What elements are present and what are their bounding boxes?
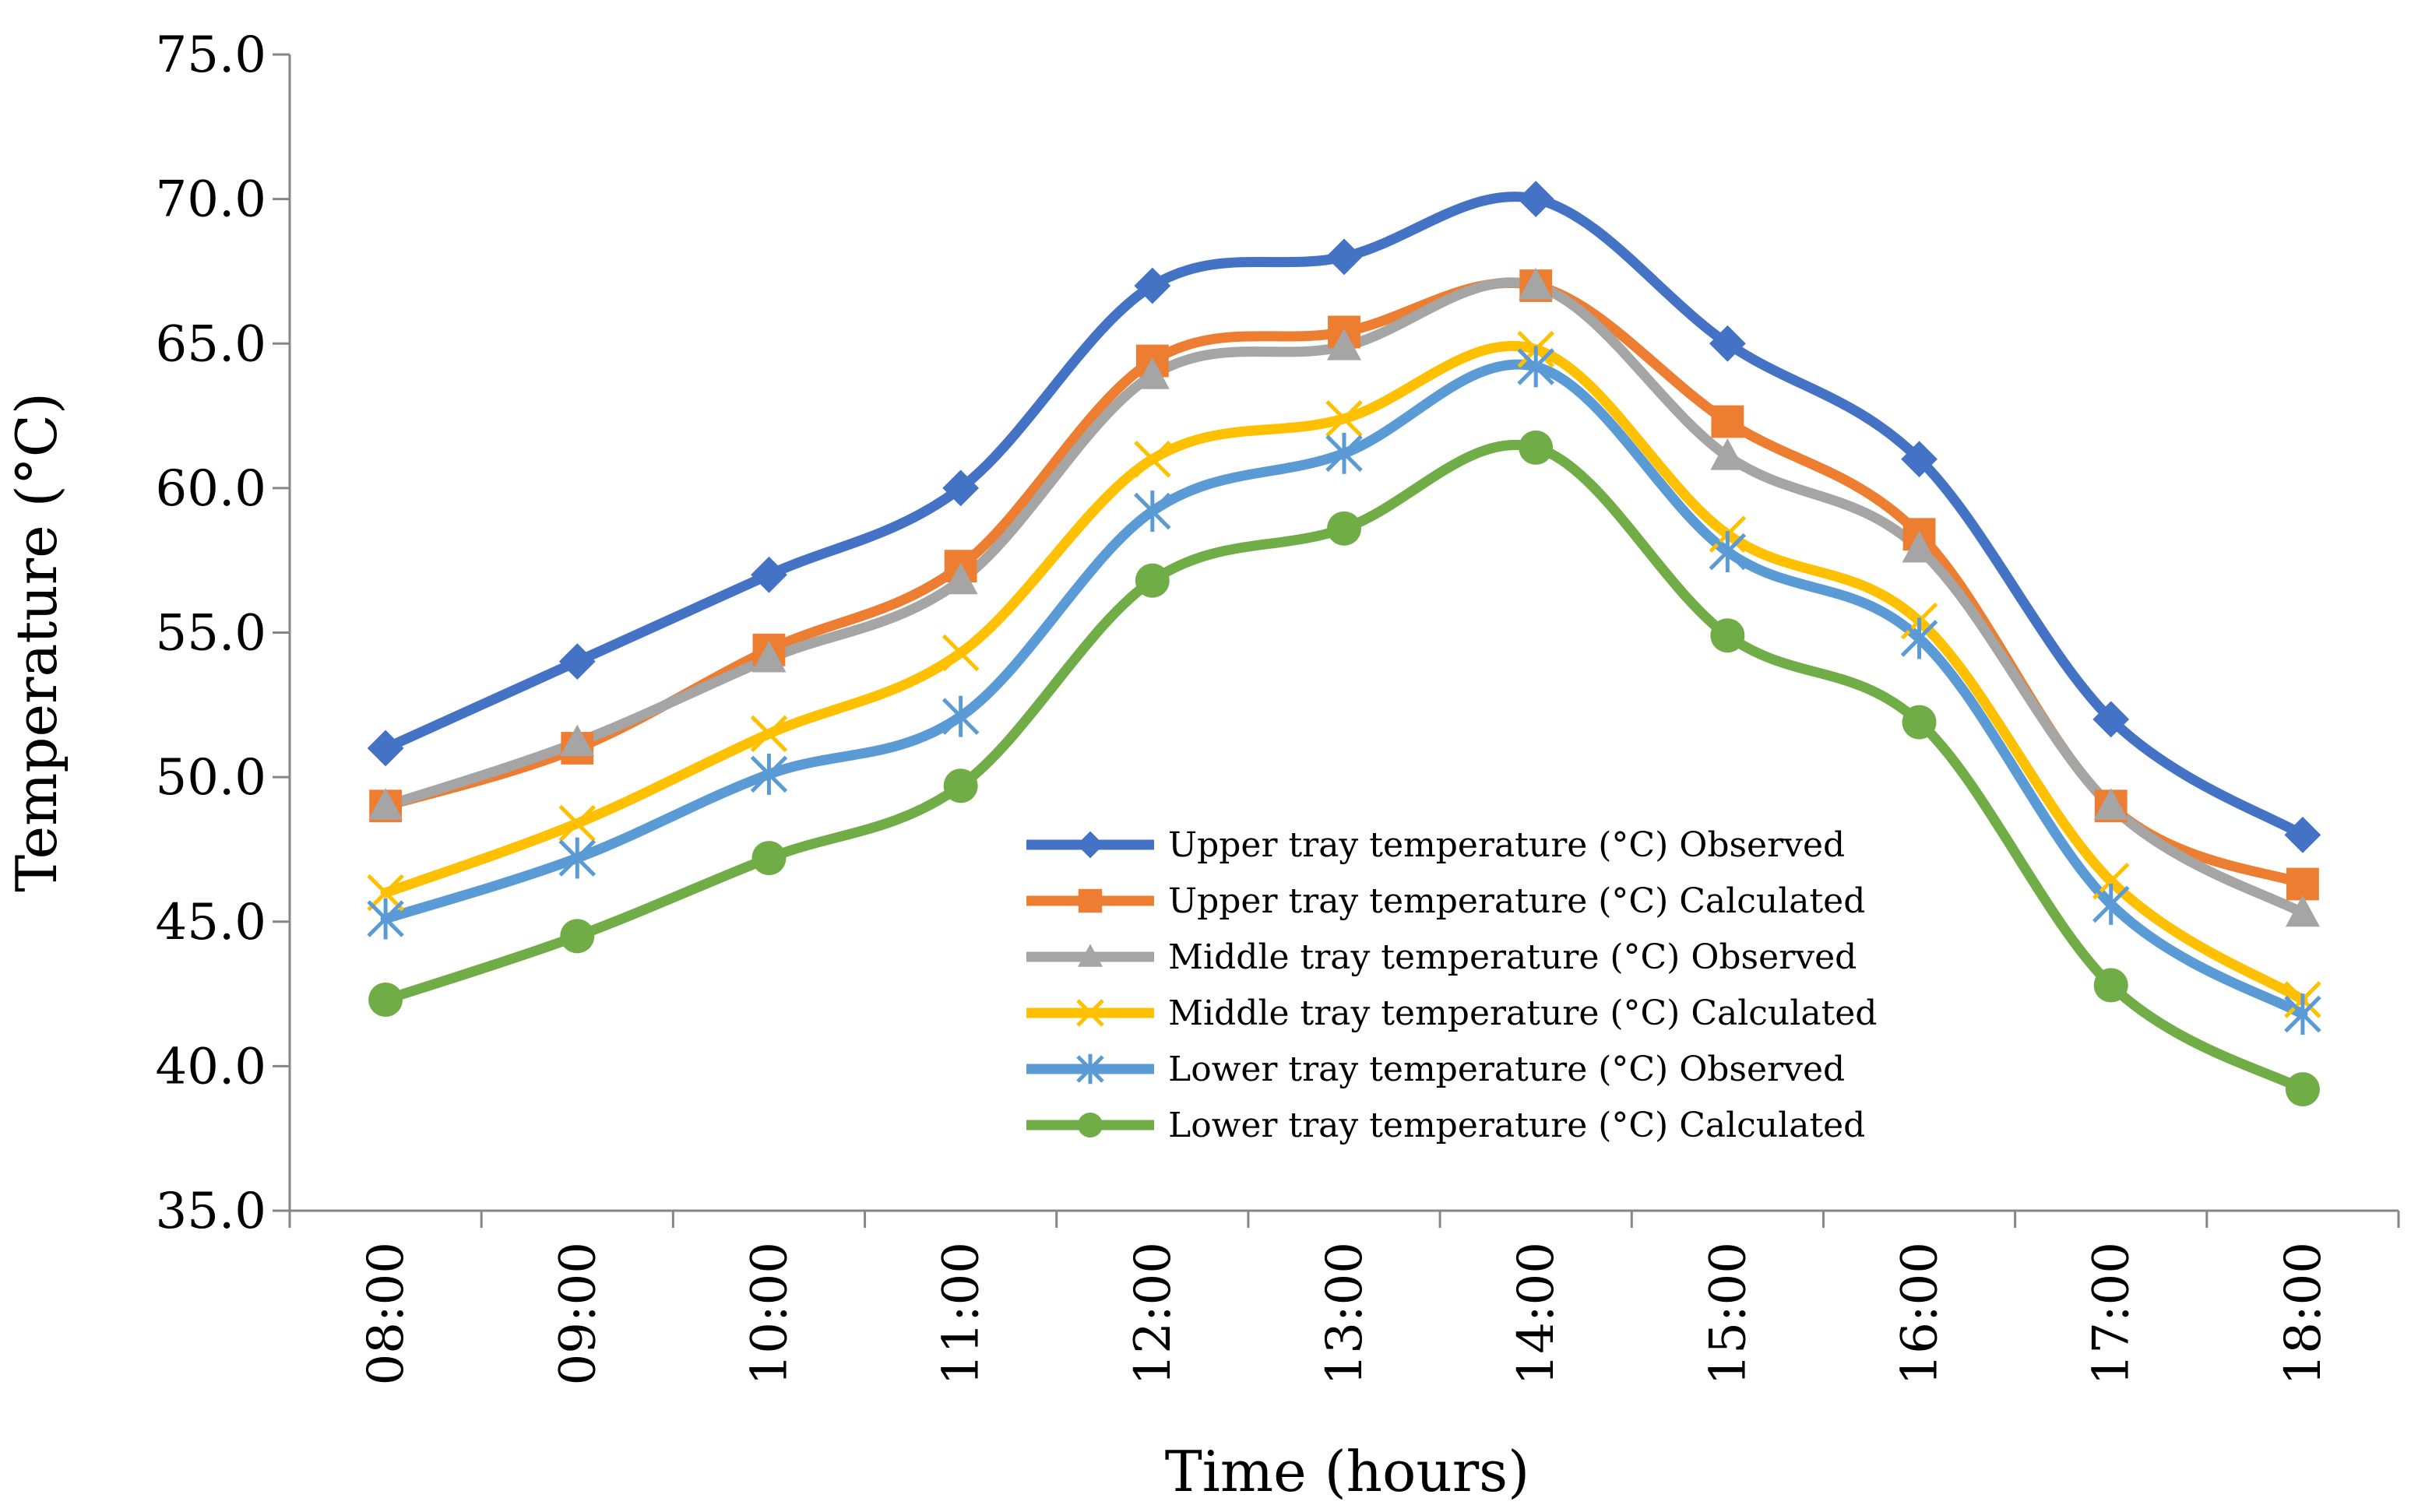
y-tick-label: 55.0 — [156, 605, 267, 663]
y-tick-label: 75.0 — [156, 26, 267, 84]
x-tick-label: 10:00 — [741, 1242, 798, 1385]
data-point — [1134, 491, 1171, 532]
y-tick-label: 45.0 — [156, 894, 267, 951]
data-point — [1135, 563, 1170, 598]
data-point — [1325, 432, 1363, 474]
x-tick-label: 18:00 — [2275, 1242, 2332, 1385]
data-point — [1519, 267, 1554, 300]
y-axis-title: Temperature (°C) — [4, 392, 69, 892]
y-tick-label: 65.0 — [156, 315, 267, 373]
data-point — [943, 562, 978, 595]
legend-swatch-marker — [1076, 1053, 1104, 1085]
data-point — [1519, 430, 1554, 465]
data-point — [367, 730, 404, 767]
data-point — [1901, 441, 1938, 478]
data-point — [1134, 267, 1171, 304]
legend: Upper tray temperature (°C) Observed Uppe… — [1026, 825, 1877, 1145]
legend-label: Lower tray temperature (°C) Calculated — [1168, 1106, 1865, 1145]
y-tick-label: 35.0 — [156, 1183, 267, 1240]
data-point — [1325, 238, 1363, 276]
data-point — [1517, 346, 1554, 388]
data-point — [751, 556, 787, 593]
legend-swatch-marker — [1078, 1113, 1103, 1138]
series-line-5 — [380, 359, 2308, 1020]
data-point — [2285, 1072, 2320, 1107]
data-point — [2285, 895, 2320, 927]
data-point — [1325, 400, 1363, 438]
data-point — [1902, 705, 1937, 740]
data-point — [558, 837, 597, 879]
data-point — [943, 768, 978, 803]
y-tick-label: 60.0 — [156, 460, 267, 518]
x-tick-label: 09:00 — [549, 1242, 607, 1385]
data-point — [751, 640, 787, 673]
x-tick-label: 08:00 — [357, 1242, 415, 1385]
data-point — [942, 469, 980, 507]
data-point — [1327, 511, 1361, 546]
data-point — [750, 754, 788, 795]
data-point — [2284, 816, 2321, 853]
data-point — [558, 804, 597, 842]
x-tick-label: 15:00 — [1699, 1242, 1757, 1385]
data-point — [1135, 357, 1170, 389]
data-point — [1900, 617, 1938, 659]
x-tick-label: 16:00 — [1892, 1242, 1949, 1385]
data-point — [560, 919, 595, 954]
data-point — [2093, 968, 2128, 1003]
series-line-6 — [380, 439, 2308, 1095]
data-point — [1517, 181, 1554, 218]
x-tick-label: 11:00 — [933, 1242, 991, 1385]
x-axis-title: Time (hours) — [1165, 1439, 1529, 1504]
x-tick-label: 14:00 — [1508, 1242, 1565, 1385]
series-markers — [367, 181, 2321, 1107]
legend-label: Lower tray temperature (°C) Observed — [1168, 1050, 1845, 1089]
y-tick-label: 50.0 — [156, 749, 267, 807]
legend-label: Upper tray temperature (°C) Observed — [1168, 825, 1845, 865]
data-point — [1711, 405, 1744, 438]
y-tick-label: 70.0 — [156, 171, 267, 229]
legend-swatch-marker — [1078, 944, 1103, 967]
data-point — [2093, 788, 2128, 820]
data-point — [558, 643, 596, 680]
data-point — [368, 788, 403, 820]
data-point — [1710, 438, 1745, 470]
data-point — [942, 695, 980, 737]
data-point — [1134, 440, 1171, 478]
x-tick-label: 17:00 — [2083, 1242, 2141, 1385]
legend-swatch-marker — [1076, 999, 1104, 1027]
data-point — [1709, 531, 1747, 572]
data-point — [560, 724, 595, 757]
data-point — [942, 634, 980, 672]
data-point — [2092, 884, 2130, 925]
data-point — [750, 715, 788, 753]
legend-label: Middle tray temperature (°C) Calculated — [1168, 993, 1877, 1033]
legend-label: Upper tray temperature (°C) Calculated — [1168, 881, 1865, 921]
x-tick-label: 13:00 — [1316, 1242, 1374, 1385]
data-point — [2092, 701, 2130, 738]
data-point — [1902, 530, 1937, 563]
legend-swatch-marker — [1078, 888, 1103, 913]
x-tick-label: 12:00 — [1125, 1242, 1182, 1385]
data-point — [2286, 867, 2319, 901]
data-point — [1709, 325, 1746, 362]
series-line-4 — [380, 340, 2308, 1005]
data-point — [1327, 328, 1361, 360]
data-point — [367, 898, 404, 940]
data-point — [751, 841, 787, 876]
legend-label: Middle tray temperature (°C) Observed — [1168, 937, 1857, 977]
data-point — [367, 874, 404, 912]
data-point — [368, 982, 403, 1017]
data-point — [2284, 993, 2321, 1035]
legend-swatch-marker — [1076, 831, 1104, 859]
axes: 35.0 40.0 45.0 50.0 55.0 60.0 65.0 70.0 75.0 08:0… — [156, 26, 2400, 1385]
y-tick-label: 40.0 — [156, 1038, 267, 1095]
data-point — [1710, 618, 1745, 653]
